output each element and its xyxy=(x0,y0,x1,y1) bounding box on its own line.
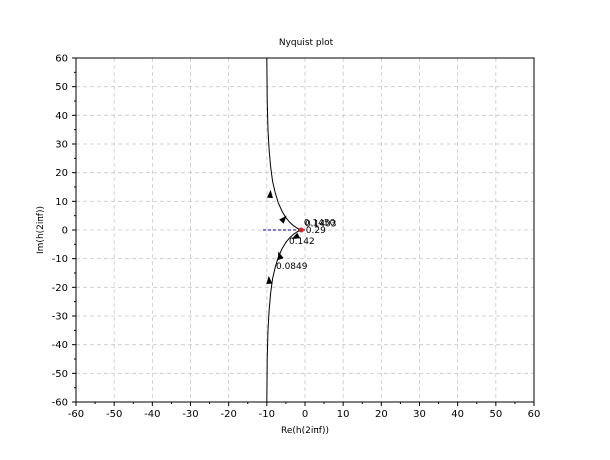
nyquist-curve-branch xyxy=(266,57,306,231)
frequency-label: 0.29 xyxy=(306,226,326,236)
x-tick-label: -40 xyxy=(144,409,160,420)
axis-ticks: -60 -50 -40 -30 -20 -10 0 10 20 30 40 50 60 -60 -50 -40… xyxy=(52,54,541,421)
direction-arrow xyxy=(266,275,273,285)
direction-arrow xyxy=(266,189,273,199)
y-tick-label: -40 xyxy=(52,340,68,351)
critical-point-marker xyxy=(298,227,304,233)
y-tick-label: 30 xyxy=(55,140,68,151)
x-tick-label: 10 xyxy=(337,409,350,420)
x-tick-label: 60 xyxy=(528,409,541,420)
x-tick-label: 0 xyxy=(302,409,308,420)
grid xyxy=(76,58,534,402)
x-tick-label: 40 xyxy=(451,409,464,420)
direction-arrow xyxy=(277,251,284,261)
direction-arrow xyxy=(279,215,287,224)
x-tick-label: -10 xyxy=(259,409,275,420)
x-tick-label: -60 xyxy=(68,409,84,420)
x-tick-label: 20 xyxy=(375,409,388,420)
y-tick-label: 60 xyxy=(55,54,68,65)
frequency-label: 0.1450 xyxy=(304,219,336,229)
x-tick-label: -20 xyxy=(220,409,236,420)
y-tick-label: 0 xyxy=(62,226,68,237)
y-tick-label: -10 xyxy=(52,254,68,265)
y-tick-label: 50 xyxy=(55,82,68,93)
y-tick-label: 40 xyxy=(55,111,68,122)
frequency-label: 0.142 xyxy=(289,237,315,247)
direction-arrow xyxy=(291,232,301,240)
y-tick-label: -50 xyxy=(52,369,68,380)
y-tick-label: -20 xyxy=(52,283,68,294)
x-tick-label: -30 xyxy=(182,409,198,420)
chart-title: Nyquist plot xyxy=(279,38,334,48)
y-tick-label: -30 xyxy=(52,312,68,323)
frequency-label: 0.0849 xyxy=(276,262,308,272)
y-axis-label: Im(h(2iπf)) xyxy=(36,206,46,254)
y-tick-label: 10 xyxy=(55,197,68,208)
x-tick-label: -50 xyxy=(106,409,122,420)
y-tick-label: -60 xyxy=(52,398,68,409)
y-tick-label: 20 xyxy=(55,168,68,179)
x-tick-label: 30 xyxy=(413,409,426,420)
x-tick-label: 50 xyxy=(489,409,502,420)
x-axis-label: Re(h(2iπf)) xyxy=(281,426,329,436)
frequency-label: 0.1403 xyxy=(305,220,337,230)
